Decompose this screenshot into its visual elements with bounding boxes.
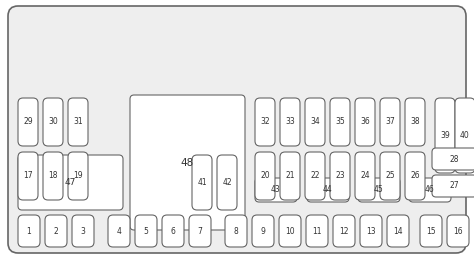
Text: 34: 34 — [310, 118, 320, 126]
FancyBboxPatch shape — [192, 155, 212, 210]
Text: 22: 22 — [310, 171, 320, 181]
Text: 39: 39 — [440, 131, 450, 140]
Text: 5: 5 — [144, 227, 148, 235]
Text: 45: 45 — [374, 185, 384, 195]
Text: 13: 13 — [366, 227, 376, 235]
FancyBboxPatch shape — [279, 215, 301, 247]
Text: 31: 31 — [73, 118, 83, 126]
FancyBboxPatch shape — [280, 152, 300, 200]
Text: 1: 1 — [27, 227, 31, 235]
Text: 28: 28 — [450, 155, 459, 163]
Text: 35: 35 — [335, 118, 345, 126]
Text: 15: 15 — [426, 227, 436, 235]
Text: 10: 10 — [285, 227, 295, 235]
FancyBboxPatch shape — [18, 215, 40, 247]
FancyBboxPatch shape — [306, 215, 328, 247]
Text: 18: 18 — [48, 171, 58, 181]
FancyBboxPatch shape — [333, 215, 355, 247]
Text: 29: 29 — [23, 118, 33, 126]
Text: 20: 20 — [260, 171, 270, 181]
Text: 32: 32 — [260, 118, 270, 126]
FancyBboxPatch shape — [68, 98, 88, 146]
Text: 4: 4 — [117, 227, 121, 235]
FancyBboxPatch shape — [330, 152, 350, 200]
FancyBboxPatch shape — [225, 215, 247, 247]
FancyBboxPatch shape — [447, 215, 469, 247]
Text: 40: 40 — [460, 131, 470, 140]
FancyBboxPatch shape — [455, 98, 474, 173]
FancyBboxPatch shape — [189, 215, 211, 247]
Text: 36: 36 — [360, 118, 370, 126]
Text: 30: 30 — [48, 118, 58, 126]
FancyBboxPatch shape — [432, 175, 474, 197]
Text: 24: 24 — [360, 171, 370, 181]
FancyBboxPatch shape — [18, 152, 38, 200]
FancyBboxPatch shape — [43, 98, 63, 146]
FancyBboxPatch shape — [68, 152, 88, 200]
FancyBboxPatch shape — [432, 148, 474, 170]
FancyBboxPatch shape — [420, 215, 442, 247]
FancyBboxPatch shape — [380, 98, 400, 146]
FancyBboxPatch shape — [305, 152, 325, 200]
Text: 11: 11 — [312, 227, 322, 235]
Text: 8: 8 — [234, 227, 238, 235]
FancyBboxPatch shape — [252, 215, 274, 247]
Text: 3: 3 — [81, 227, 85, 235]
FancyBboxPatch shape — [162, 215, 184, 247]
Text: 12: 12 — [339, 227, 349, 235]
Text: 9: 9 — [261, 227, 265, 235]
FancyBboxPatch shape — [135, 215, 157, 247]
FancyBboxPatch shape — [43, 152, 63, 200]
Text: 27: 27 — [450, 182, 459, 191]
FancyBboxPatch shape — [280, 98, 300, 146]
FancyBboxPatch shape — [217, 155, 237, 210]
FancyBboxPatch shape — [305, 98, 325, 146]
FancyBboxPatch shape — [307, 178, 349, 202]
Text: 41: 41 — [197, 178, 207, 187]
FancyBboxPatch shape — [255, 178, 297, 202]
FancyBboxPatch shape — [108, 215, 130, 247]
FancyBboxPatch shape — [8, 6, 466, 253]
Text: 7: 7 — [198, 227, 202, 235]
FancyBboxPatch shape — [255, 152, 275, 200]
FancyBboxPatch shape — [355, 98, 375, 146]
Text: 46: 46 — [425, 185, 435, 195]
Text: 48: 48 — [181, 157, 194, 168]
Text: 6: 6 — [171, 227, 175, 235]
Text: 2: 2 — [54, 227, 58, 235]
Text: 44: 44 — [323, 185, 333, 195]
FancyBboxPatch shape — [360, 215, 382, 247]
Text: 14: 14 — [393, 227, 403, 235]
FancyBboxPatch shape — [130, 95, 245, 230]
FancyBboxPatch shape — [387, 215, 409, 247]
FancyBboxPatch shape — [405, 98, 425, 146]
FancyBboxPatch shape — [255, 98, 275, 146]
FancyBboxPatch shape — [358, 178, 400, 202]
FancyBboxPatch shape — [435, 98, 455, 173]
Text: 47: 47 — [65, 178, 76, 187]
Text: 19: 19 — [73, 171, 83, 181]
FancyBboxPatch shape — [380, 152, 400, 200]
FancyBboxPatch shape — [409, 178, 451, 202]
Text: 16: 16 — [453, 227, 463, 235]
FancyBboxPatch shape — [45, 215, 67, 247]
FancyBboxPatch shape — [355, 152, 375, 200]
Text: 38: 38 — [410, 118, 420, 126]
Text: 25: 25 — [385, 171, 395, 181]
FancyBboxPatch shape — [72, 215, 94, 247]
FancyBboxPatch shape — [405, 152, 425, 200]
Text: 17: 17 — [23, 171, 33, 181]
Text: 33: 33 — [285, 118, 295, 126]
Text: 43: 43 — [271, 185, 281, 195]
Text: 23: 23 — [335, 171, 345, 181]
Text: 26: 26 — [410, 171, 420, 181]
Text: 42: 42 — [222, 178, 232, 187]
FancyBboxPatch shape — [18, 155, 123, 210]
Text: 37: 37 — [385, 118, 395, 126]
FancyBboxPatch shape — [330, 98, 350, 146]
FancyBboxPatch shape — [18, 98, 38, 146]
Text: 21: 21 — [285, 171, 295, 181]
